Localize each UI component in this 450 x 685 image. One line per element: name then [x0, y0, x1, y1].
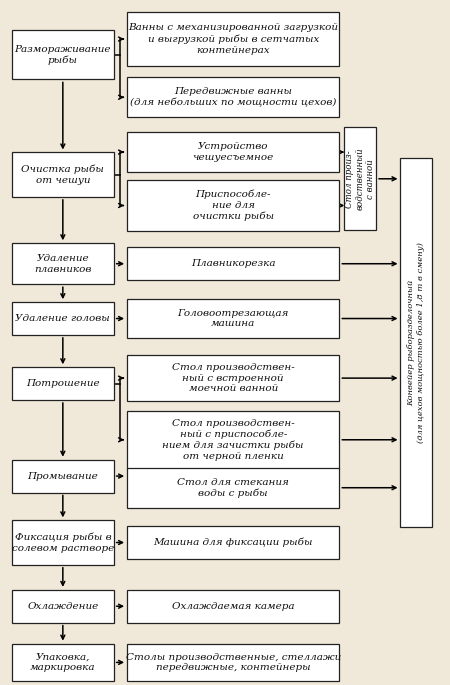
- Text: Стол произ-
водственный
с ванной: Стол произ- водственный с ванной: [345, 147, 375, 210]
- FancyBboxPatch shape: [127, 590, 339, 623]
- FancyBboxPatch shape: [127, 77, 339, 117]
- FancyBboxPatch shape: [344, 127, 376, 230]
- FancyBboxPatch shape: [12, 243, 114, 284]
- FancyBboxPatch shape: [127, 247, 339, 280]
- Text: Стол производствен-
ный с встроенной
моечной ванной: Стол производствен- ный с встроенной мое…: [172, 363, 295, 393]
- Text: Передвижные ванны
(для небольших по мощности цехов): Передвижные ванны (для небольших по мощн…: [130, 87, 337, 108]
- Text: Головоотрезающая
машина: Головоотрезающая машина: [177, 309, 289, 328]
- Text: Приспособле-
ние для
очистки рыбы: Приспособле- ние для очистки рыбы: [193, 190, 274, 221]
- Text: Машина для фиксации рыбы: Машина для фиксации рыбы: [153, 538, 313, 547]
- FancyBboxPatch shape: [12, 590, 114, 623]
- Text: Размораживание
рыбы: Размораживание рыбы: [14, 45, 111, 65]
- FancyBboxPatch shape: [12, 30, 114, 79]
- Text: Стол производствен-
ный с приспособле-
нием для зачистки рыбы
от черной пленки: Стол производствен- ный с приспособле- н…: [162, 419, 304, 461]
- Text: Стол для стекания
воды с рыбы: Стол для стекания воды с рыбы: [177, 477, 289, 498]
- Text: Ванны с механизированной загрузкой
и выгрузкой рыбы в сетчатых
контейнерах: Ванны с механизированной загрузкой и выг…: [128, 23, 338, 55]
- FancyBboxPatch shape: [127, 132, 339, 172]
- Text: Промывание: Промывание: [27, 471, 98, 481]
- FancyBboxPatch shape: [127, 644, 339, 681]
- FancyBboxPatch shape: [127, 526, 339, 559]
- FancyBboxPatch shape: [127, 468, 339, 508]
- FancyBboxPatch shape: [127, 12, 339, 66]
- Text: Очистка рыбы
от чешуи: Очистка рыбы от чешуи: [22, 164, 104, 185]
- FancyBboxPatch shape: [12, 302, 114, 335]
- FancyBboxPatch shape: [12, 644, 114, 681]
- FancyBboxPatch shape: [127, 355, 339, 401]
- FancyBboxPatch shape: [127, 180, 339, 232]
- Text: Охлаждаемая камера: Охлаждаемая камера: [172, 601, 294, 611]
- FancyBboxPatch shape: [127, 410, 339, 469]
- Text: Плавникорезка: Плавникорезка: [191, 259, 275, 269]
- FancyBboxPatch shape: [12, 152, 114, 197]
- Text: Фиксация рыбы в
солевом растворе: Фиксация рыбы в солевом растворе: [12, 532, 114, 553]
- FancyBboxPatch shape: [400, 158, 432, 527]
- Text: Устройство
чешуесъемное: Устройство чешуесъемное: [193, 142, 274, 162]
- Text: Охлаждение: Охлаждение: [27, 601, 99, 611]
- Text: Конвейер рыборазделочный
(для цехов мощностью более 1,8 т в смену): Конвейер рыборазделочный (для цехов мощн…: [408, 242, 425, 443]
- Text: Упаковка,
маркировка: Упаковка, маркировка: [30, 653, 95, 672]
- Text: Потрошение: Потрошение: [26, 379, 99, 388]
- FancyBboxPatch shape: [12, 460, 114, 493]
- FancyBboxPatch shape: [12, 367, 114, 400]
- FancyBboxPatch shape: [127, 299, 339, 338]
- Text: Столы производственные, стеллажи
передвижные, контейнеры: Столы производственные, стеллажи передви…: [126, 653, 341, 672]
- Text: Удаление
плавников: Удаление плавников: [34, 254, 91, 273]
- FancyBboxPatch shape: [12, 521, 114, 564]
- Text: Удаление головы: Удаление головы: [15, 314, 110, 323]
